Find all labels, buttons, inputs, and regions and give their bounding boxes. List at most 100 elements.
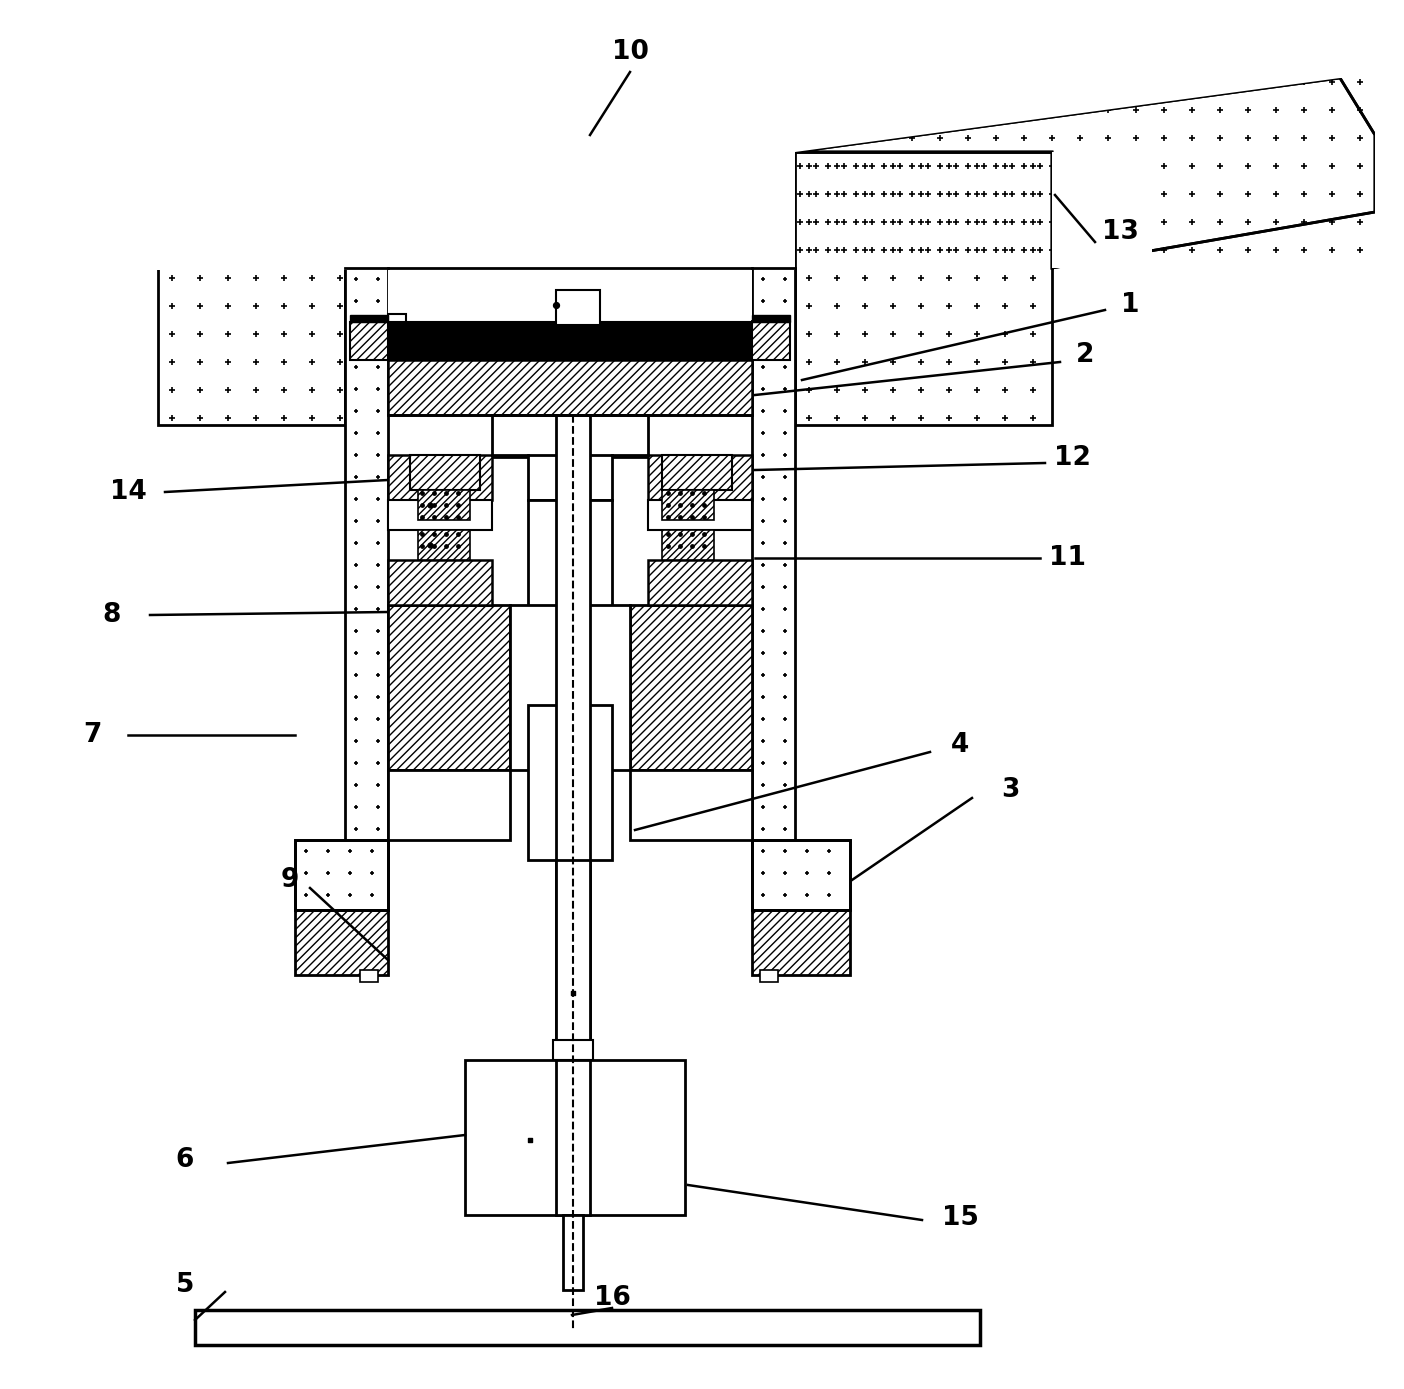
Point <box>774 863 796 885</box>
Point <box>826 211 848 233</box>
Point <box>295 840 317 863</box>
Point <box>216 407 239 429</box>
Point <box>216 294 239 317</box>
Point <box>751 444 774 467</box>
Point <box>1068 71 1091 93</box>
Point <box>833 156 855 178</box>
Point <box>272 267 295 289</box>
Point <box>994 183 1016 206</box>
Point <box>317 863 340 885</box>
Point <box>861 183 883 206</box>
Point <box>929 183 952 206</box>
Point <box>366 290 389 313</box>
Point <box>1097 99 1119 121</box>
Text: 14: 14 <box>110 479 146 506</box>
Point <box>188 156 211 178</box>
Point <box>244 407 267 429</box>
Point <box>984 71 1007 93</box>
Point <box>609 156 632 178</box>
Point <box>956 99 979 121</box>
Point <box>804 239 827 261</box>
Point <box>1001 239 1024 261</box>
Point <box>161 239 184 261</box>
Point <box>751 554 774 576</box>
Point <box>329 211 351 233</box>
Point <box>917 211 939 233</box>
Point <box>945 239 967 261</box>
Point <box>553 211 576 233</box>
Point <box>994 156 1016 178</box>
Point <box>345 642 368 664</box>
Point <box>441 239 463 261</box>
Point <box>1237 99 1259 121</box>
Point <box>882 239 904 261</box>
Point <box>300 407 323 429</box>
Point <box>435 522 458 544</box>
Point <box>553 156 576 178</box>
Point <box>748 183 771 206</box>
Point <box>244 379 267 401</box>
Point <box>776 183 799 206</box>
Point <box>300 211 323 233</box>
Point <box>774 840 796 863</box>
Point <box>345 818 368 840</box>
Point <box>789 71 812 93</box>
Point <box>272 407 295 429</box>
Point <box>244 239 267 261</box>
Point <box>366 444 389 467</box>
Polygon shape <box>388 268 753 269</box>
Polygon shape <box>388 268 753 269</box>
Polygon shape <box>630 770 753 840</box>
Point <box>966 267 988 289</box>
Point <box>637 156 660 178</box>
Polygon shape <box>465 1060 685 1215</box>
Polygon shape <box>528 456 612 500</box>
Point <box>1022 267 1045 289</box>
Polygon shape <box>1052 151 1153 268</box>
Point <box>901 183 924 206</box>
Point <box>966 407 988 429</box>
Text: 9: 9 <box>281 867 299 893</box>
Point <box>1097 71 1119 93</box>
Point <box>188 267 211 289</box>
Point <box>748 239 771 261</box>
Point <box>300 183 323 206</box>
Point <box>329 407 351 429</box>
Point <box>1068 211 1091 233</box>
Point <box>216 156 239 178</box>
Point <box>751 378 774 400</box>
Point <box>338 883 361 906</box>
Point <box>910 239 932 261</box>
Polygon shape <box>388 606 510 770</box>
Point <box>1321 183 1344 206</box>
Point <box>668 522 691 544</box>
Point <box>994 211 1016 233</box>
Text: 15: 15 <box>942 1206 979 1231</box>
Point <box>329 156 351 178</box>
Point <box>1265 126 1287 149</box>
Point <box>1125 126 1147 149</box>
Polygon shape <box>630 606 753 770</box>
Point <box>244 183 267 206</box>
Point <box>882 407 904 429</box>
Point <box>861 211 883 233</box>
Point <box>751 840 774 863</box>
Point <box>345 400 368 422</box>
Point <box>1321 239 1344 261</box>
Point <box>873 211 896 233</box>
Point <box>797 239 820 261</box>
Point <box>910 183 932 206</box>
Point <box>929 239 952 261</box>
Point <box>1321 211 1344 233</box>
Point <box>817 183 840 206</box>
Point <box>817 211 840 233</box>
Point <box>581 239 604 261</box>
Point <box>826 183 848 206</box>
Point <box>1181 156 1203 178</box>
Point <box>873 156 896 178</box>
Point <box>366 818 389 840</box>
Polygon shape <box>649 560 753 606</box>
Point <box>366 400 389 422</box>
Text: 1: 1 <box>1120 292 1139 318</box>
Point <box>338 840 361 863</box>
